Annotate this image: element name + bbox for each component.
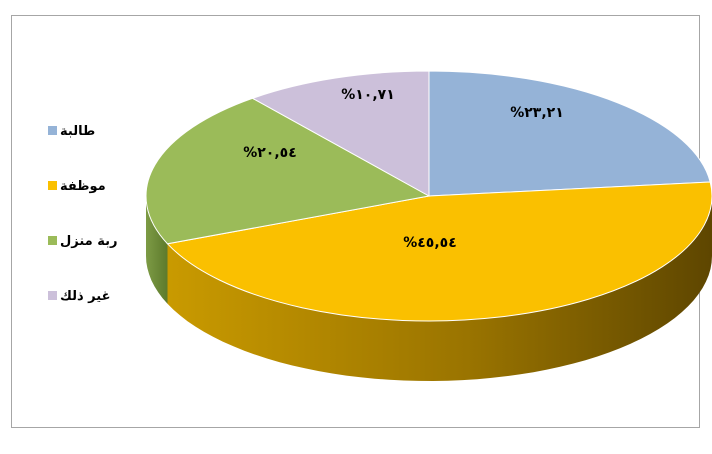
pie-slice-2 [145,97,431,245]
pie-sides [146,196,712,381]
legend-swatch-3 [48,291,57,300]
data-labels: %٢٣,٢١ %٤٥,٥٤ %٢٠,٥٤ %١٠,٧١ [243,87,564,251]
data-label-3: %١٠,٧١ [341,87,395,103]
legend-swatch-2 [48,236,57,245]
pie-side-2 [146,196,168,304]
legend: طالبة موظفة ربة منزل غير ذلك [48,124,118,304]
data-label-1: %٤٥,٥٤ [403,235,457,251]
legend-swatch-0 [48,126,57,135]
data-label-0: %٢٣,٢١ [510,105,564,121]
legend-label-3: غير ذلك [60,289,110,304]
pie-slices [145,70,712,322]
legend-swatch-1 [48,181,57,190]
legend-label-1: موظفة [60,179,106,194]
pie-slice-3 [251,70,430,197]
pie-slice-0 [428,70,711,197]
legend-label-0: طالبة [60,124,95,139]
legend-label-2: ربة منزل [60,234,118,249]
pie-slice-1 [166,181,712,322]
pie-side-1 [167,196,712,381]
data-label-2: %٢٠,٥٤ [243,145,297,161]
